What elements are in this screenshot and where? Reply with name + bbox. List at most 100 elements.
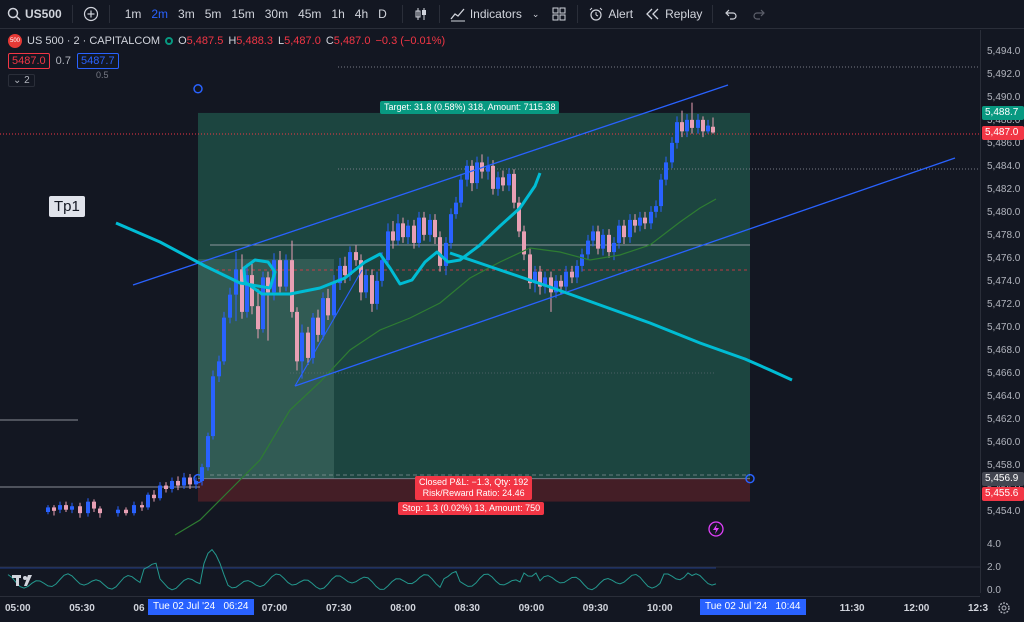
alert-button[interactable]: Alert [582, 0, 639, 29]
high-label: H [228, 35, 237, 47]
candle-body [580, 254, 584, 266]
price-tag-target: 5,488.7 [982, 105, 1024, 120]
candle-body [158, 485, 162, 499]
buy-button[interactable]: 5487.7 [76, 53, 119, 69]
candle-body [417, 217, 421, 243]
candle-body [601, 234, 605, 249]
candle-body [701, 119, 705, 132]
undo-icon [723, 6, 739, 22]
candle-body [70, 506, 74, 510]
time-tick: 11:30 [839, 603, 865, 614]
high-value: 5,488.3 [236, 35, 273, 47]
time-scale[interactable]: 05:00 05:30 06 07:00 07:30 08:00 08:30 09:00 09:… [0, 596, 988, 622]
time-tick: 12:00 [903, 603, 930, 614]
candle-body [522, 231, 526, 255]
chevron-down-icon: ⌄ [531, 8, 540, 19]
price-tick: 5,468.0 [987, 345, 1021, 356]
price-tick: 5,490.0 [987, 92, 1021, 103]
timeframe-4h[interactable]: 4h [354, 7, 369, 21]
candle-body [348, 252, 352, 276]
candle-body [564, 271, 568, 287]
redo-icon [751, 6, 767, 22]
undo-button[interactable] [717, 0, 745, 29]
timeframe-3m[interactable]: 3m [178, 7, 195, 21]
candle-body [628, 219, 632, 238]
price-tick: 5,478.0 [987, 230, 1021, 241]
candle-body [396, 223, 400, 241]
divider [71, 5, 73, 23]
candle-body [164, 485, 168, 489]
tp1-label[interactable]: Tp1 [49, 196, 85, 217]
price-tick: 5,476.0 [987, 253, 1021, 264]
chart-canvas[interactable] [0, 30, 980, 593]
candle-body [332, 283, 336, 316]
chart-type-button[interactable] [407, 0, 435, 29]
candle-body [206, 436, 210, 468]
time-tick: 05:00 [5, 603, 31, 614]
low-value: 5,487.0 [284, 35, 321, 47]
timeframe-D[interactable]: D [378, 7, 387, 21]
candle-body [182, 477, 186, 486]
indicators-button[interactable]: Indicators ⌄ [444, 0, 546, 29]
indicator-tick: 2.0 [987, 562, 1001, 573]
candle-body [64, 505, 68, 510]
price-tag-entry: 5,456.9 [982, 471, 1024, 486]
candle-body [470, 165, 474, 184]
symbol-search[interactable]: US500 [0, 0, 68, 29]
market-open-icon [165, 37, 174, 45]
indicators-toggle[interactable]: ⌄ 2 [8, 74, 35, 87]
candle-body [46, 507, 50, 512]
timeframe-45m[interactable]: 45m [298, 7, 322, 21]
freehand-curve [115, 172, 542, 296]
alarm-clock-icon [588, 6, 604, 22]
candle-body [422, 217, 426, 235]
stop-label[interactable]: Stop: 1.3 (0.02%) 13, Amount: 750 [398, 502, 545, 515]
candle-body [284, 260, 288, 287]
time-tick: 09:30 [582, 603, 609, 614]
chart-pane[interactable] [0, 30, 980, 593]
time-tick: 06 [133, 603, 145, 614]
gear-icon[interactable] [996, 600, 1012, 616]
candle-body [459, 179, 463, 203]
candle-body [654, 206, 658, 212]
timeframe-15m[interactable]: 15m [231, 7, 255, 21]
redo-button[interactable] [745, 0, 773, 29]
candle-body [375, 280, 379, 304]
chevron-down-icon: ⌄ [13, 75, 22, 86]
candle-body [549, 277, 553, 293]
low-label: L [277, 35, 285, 47]
replay-button[interactable]: Replay [639, 0, 708, 29]
trend-line [294, 269, 363, 387]
candle-body [343, 265, 347, 276]
candle-body [306, 332, 310, 358]
price-tick: 5,470.0 [987, 322, 1021, 333]
timeframe-5m[interactable]: 5m [204, 7, 222, 21]
flash-icon[interactable] [708, 521, 724, 537]
price-scale[interactable]: 5,494.0 5,492.0 5,490.0 5,488.0 5,486.0 5,484… [980, 30, 1024, 596]
candle-body [517, 202, 521, 232]
candle-body [200, 467, 204, 481]
candle-body [643, 217, 647, 224]
close-value: 5,487.0 [333, 35, 371, 47]
candle-body [491, 165, 495, 189]
timeframe-1m[interactable]: 1m [124, 7, 142, 21]
candle-body [250, 275, 254, 307]
price-tick: 5,494.0 [987, 46, 1021, 57]
timeframe-30m[interactable]: 30m [264, 7, 289, 21]
candle-body [354, 252, 358, 261]
candle-body [612, 242, 616, 253]
legend-title[interactable]: US 500 · 2 · CAPITALCOM [27, 35, 161, 47]
closed-pnl-label[interactable]: Closed P&L: −1.3, Qty: 192 Risk/Reward R… [415, 476, 533, 500]
candle-body [311, 317, 315, 358]
compare-button[interactable] [77, 0, 105, 29]
candle-body [380, 260, 384, 281]
layouts-button[interactable] [545, 0, 573, 29]
timeframe-2m[interactable]: 2m [151, 7, 169, 21]
candle-body [428, 219, 432, 235]
candle-body [240, 269, 244, 312]
price-tick: 5,480.0 [987, 207, 1021, 218]
sell-button[interactable]: 5487.0 [8, 53, 50, 69]
target-label[interactable]: Target: 31.8 (0.58%) 318, Amount: 7115.3… [380, 101, 560, 114]
candle-body [92, 501, 96, 509]
timeframe-1h[interactable]: 1h [331, 7, 345, 21]
